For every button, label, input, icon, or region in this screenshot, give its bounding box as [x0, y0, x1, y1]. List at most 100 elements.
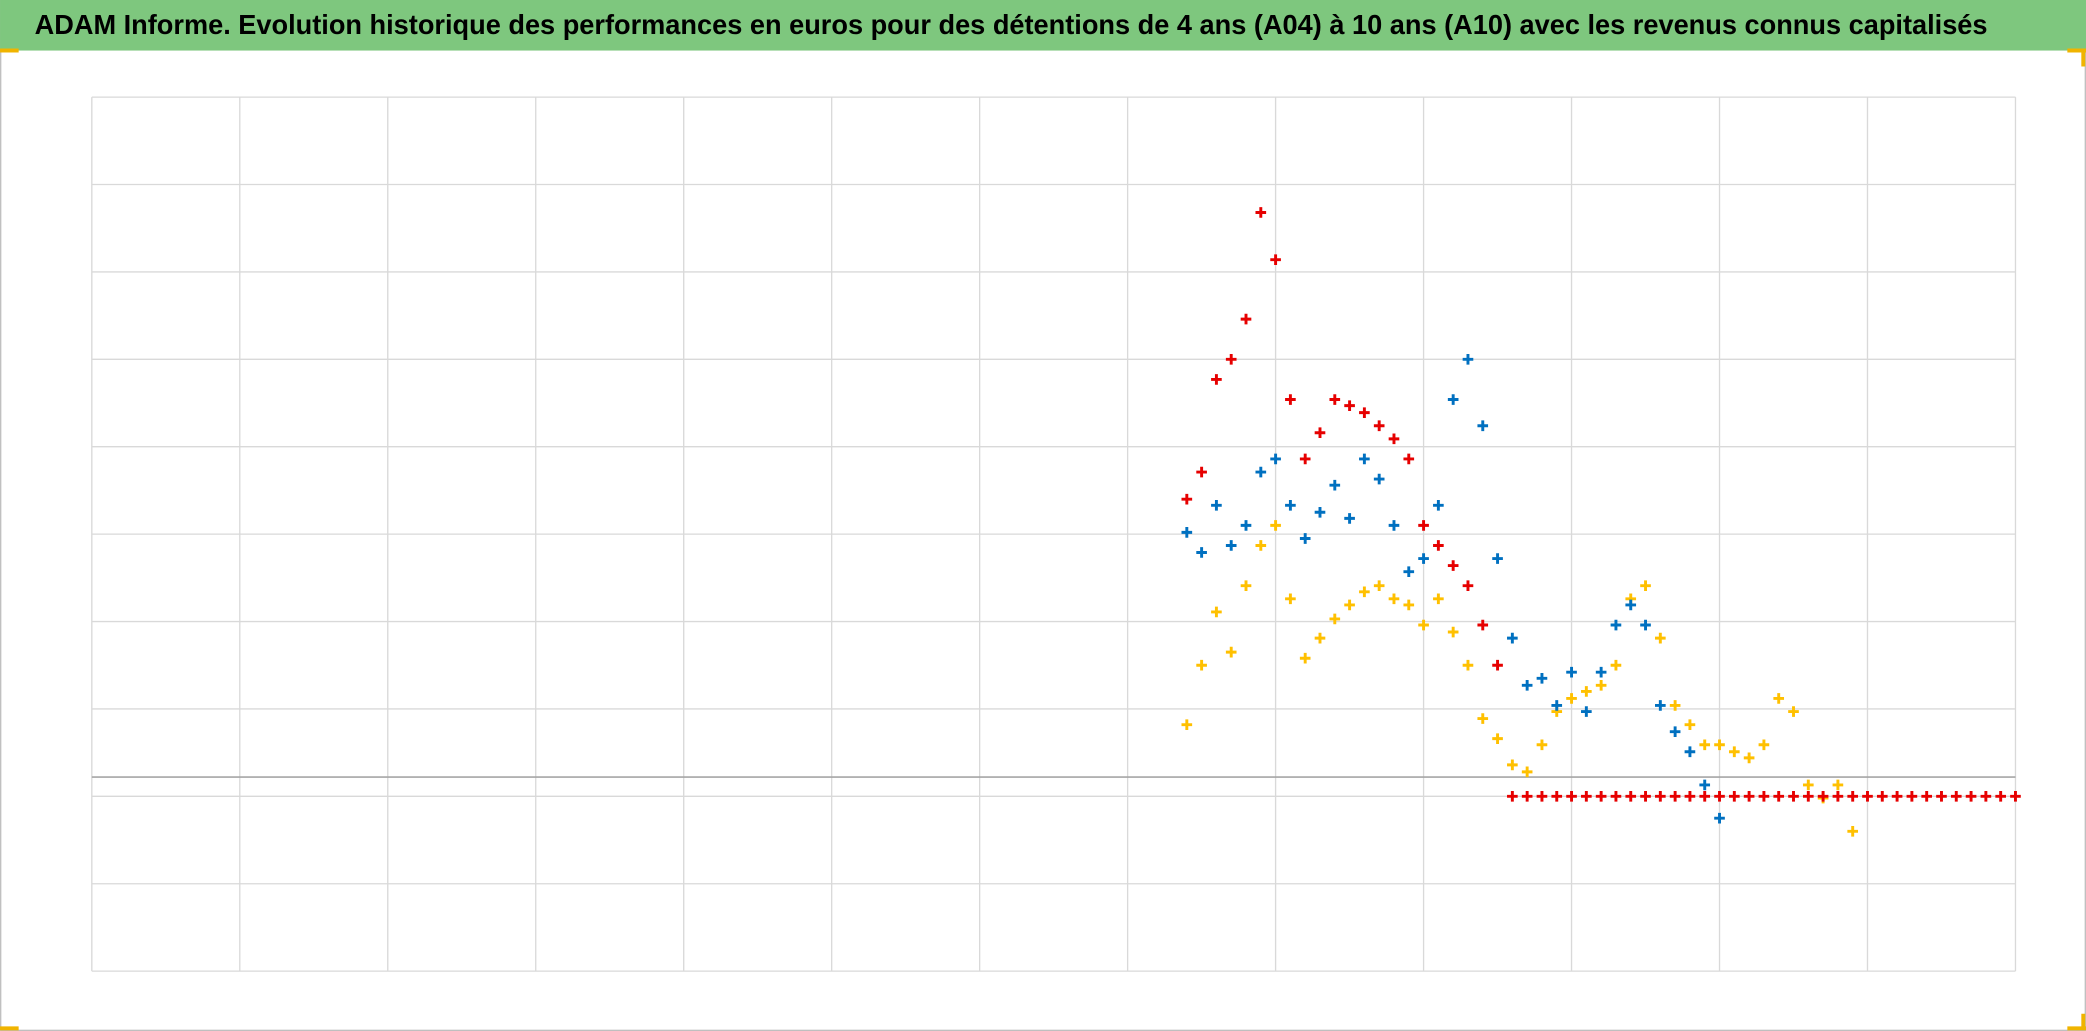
marker — [1521, 766, 1533, 778]
marker — [1418, 520, 1429, 531]
marker — [1225, 353, 1237, 365]
marker — [1344, 400, 1355, 411]
marker — [1433, 499, 1444, 511]
marker — [1610, 619, 1622, 631]
marker — [1743, 791, 1755, 802]
marker — [1359, 586, 1370, 598]
marker — [1373, 473, 1385, 485]
marker — [1492, 553, 1503, 564]
marker — [1566, 791, 1577, 802]
title-bar — [0, 0, 2086, 51]
marker — [1950, 791, 1962, 802]
marker — [1773, 693, 1785, 704]
marker — [1433, 593, 1444, 605]
marker — [1758, 739, 1770, 751]
marker — [1211, 499, 1222, 511]
marker — [1240, 580, 1252, 592]
marker — [1211, 606, 1222, 618]
marker — [1388, 433, 1400, 445]
marker — [1640, 791, 1651, 802]
marker — [1788, 706, 1799, 717]
marker — [1640, 619, 1651, 631]
marker — [1758, 791, 1770, 802]
marker — [1477, 713, 1489, 724]
marker — [1640, 580, 1651, 592]
marker — [1255, 466, 1267, 478]
marker — [1891, 791, 1903, 802]
marker — [1684, 719, 1696, 730]
marker — [1714, 739, 1725, 751]
marker — [1418, 619, 1429, 631]
marker — [1847, 825, 1859, 837]
marker — [1743, 752, 1755, 764]
marker — [1714, 812, 1725, 824]
marker — [1462, 659, 1474, 671]
chart-title: ADAM Informe. Evolution historique des p… — [35, 9, 1988, 40]
marker — [1403, 453, 1415, 465]
marker — [1655, 632, 1666, 644]
marker — [1329, 479, 1341, 491]
marker — [1669, 791, 1681, 802]
marker — [1477, 619, 1489, 631]
marker — [1181, 719, 1193, 730]
marker — [1314, 506, 1326, 518]
marker — [1344, 599, 1355, 611]
marker — [1566, 693, 1577, 704]
marker — [1270, 254, 1281, 266]
marker — [1255, 207, 1267, 218]
marker — [1477, 420, 1489, 432]
marker — [1507, 791, 1518, 802]
marker — [1595, 680, 1607, 691]
marker — [1492, 733, 1503, 744]
marker — [1536, 673, 1548, 684]
marker — [1181, 493, 1193, 505]
plot-area — [91, 96, 2021, 972]
marker — [1847, 791, 1859, 802]
marker — [1788, 791, 1799, 802]
marker — [1196, 547, 1207, 558]
marker — [1669, 726, 1681, 737]
marker — [1595, 666, 1607, 678]
marker — [1255, 540, 1267, 551]
marker — [1240, 313, 1252, 325]
marker — [1566, 666, 1577, 678]
marker — [1270, 453, 1281, 465]
marker — [1314, 632, 1326, 644]
marker — [1595, 791, 1607, 802]
marker — [1373, 420, 1385, 432]
marker — [1403, 599, 1415, 611]
marker — [1492, 659, 1503, 671]
marker — [1802, 779, 1814, 791]
marker — [2010, 791, 2021, 802]
marker — [1684, 746, 1696, 758]
marker — [1551, 700, 1563, 711]
marker — [1299, 652, 1311, 664]
marker — [1447, 394, 1459, 405]
marker — [1225, 646, 1237, 658]
marker — [1447, 560, 1459, 571]
marker — [1625, 599, 1637, 611]
marker — [1995, 791, 2006, 802]
marker — [1699, 739, 1711, 751]
marker — [1714, 791, 1725, 802]
marker — [1817, 791, 1829, 802]
marker — [1581, 706, 1592, 717]
marker — [1507, 759, 1518, 771]
marker — [1196, 466, 1207, 478]
marker — [1181, 527, 1193, 538]
marker — [1536, 739, 1548, 751]
marker — [1359, 407, 1370, 418]
marker — [1536, 791, 1548, 802]
marker — [1906, 791, 1918, 802]
marker — [1211, 374, 1222, 385]
marker — [1507, 632, 1518, 644]
marker — [1521, 791, 1533, 802]
marker — [1329, 613, 1341, 625]
marker — [1802, 791, 1814, 802]
marker — [1196, 659, 1207, 671]
marker — [1625, 791, 1637, 802]
marker — [1669, 700, 1681, 711]
marker — [1225, 540, 1237, 551]
